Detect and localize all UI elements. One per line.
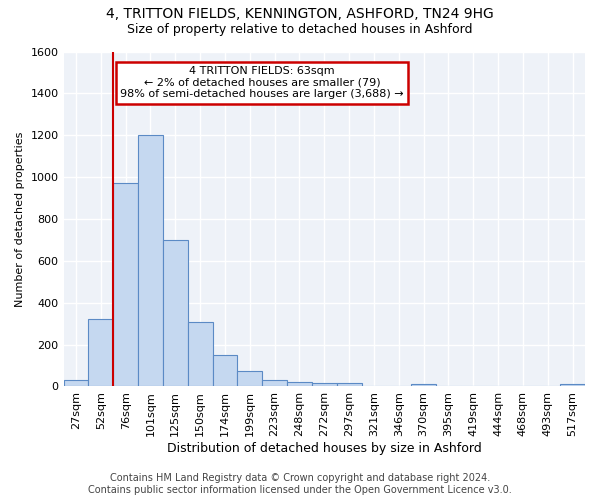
Bar — [113, 184, 138, 386]
Bar — [312, 384, 337, 386]
Bar — [262, 380, 287, 386]
Text: 4 TRITTON FIELDS: 63sqm
← 2% of detached houses are smaller (79)
98% of semi-det: 4 TRITTON FIELDS: 63sqm ← 2% of detached… — [121, 66, 404, 100]
X-axis label: Distribution of detached houses by size in Ashford: Distribution of detached houses by size … — [167, 442, 482, 455]
Text: Size of property relative to detached houses in Ashford: Size of property relative to detached ho… — [127, 22, 473, 36]
Bar — [238, 371, 262, 386]
Bar — [337, 384, 362, 386]
Text: Contains HM Land Registry data © Crown copyright and database right 2024.
Contai: Contains HM Land Registry data © Crown c… — [88, 474, 512, 495]
Bar — [188, 322, 212, 386]
Bar — [88, 320, 113, 386]
Text: 4, TRITTON FIELDS, KENNINGTON, ASHFORD, TN24 9HG: 4, TRITTON FIELDS, KENNINGTON, ASHFORD, … — [106, 8, 494, 22]
Bar — [64, 380, 88, 386]
Bar — [411, 384, 436, 386]
Y-axis label: Number of detached properties: Number of detached properties — [15, 132, 25, 306]
Bar — [163, 240, 188, 386]
Bar — [212, 355, 238, 386]
Bar — [287, 382, 312, 386]
Bar — [138, 135, 163, 386]
Bar — [560, 384, 585, 386]
